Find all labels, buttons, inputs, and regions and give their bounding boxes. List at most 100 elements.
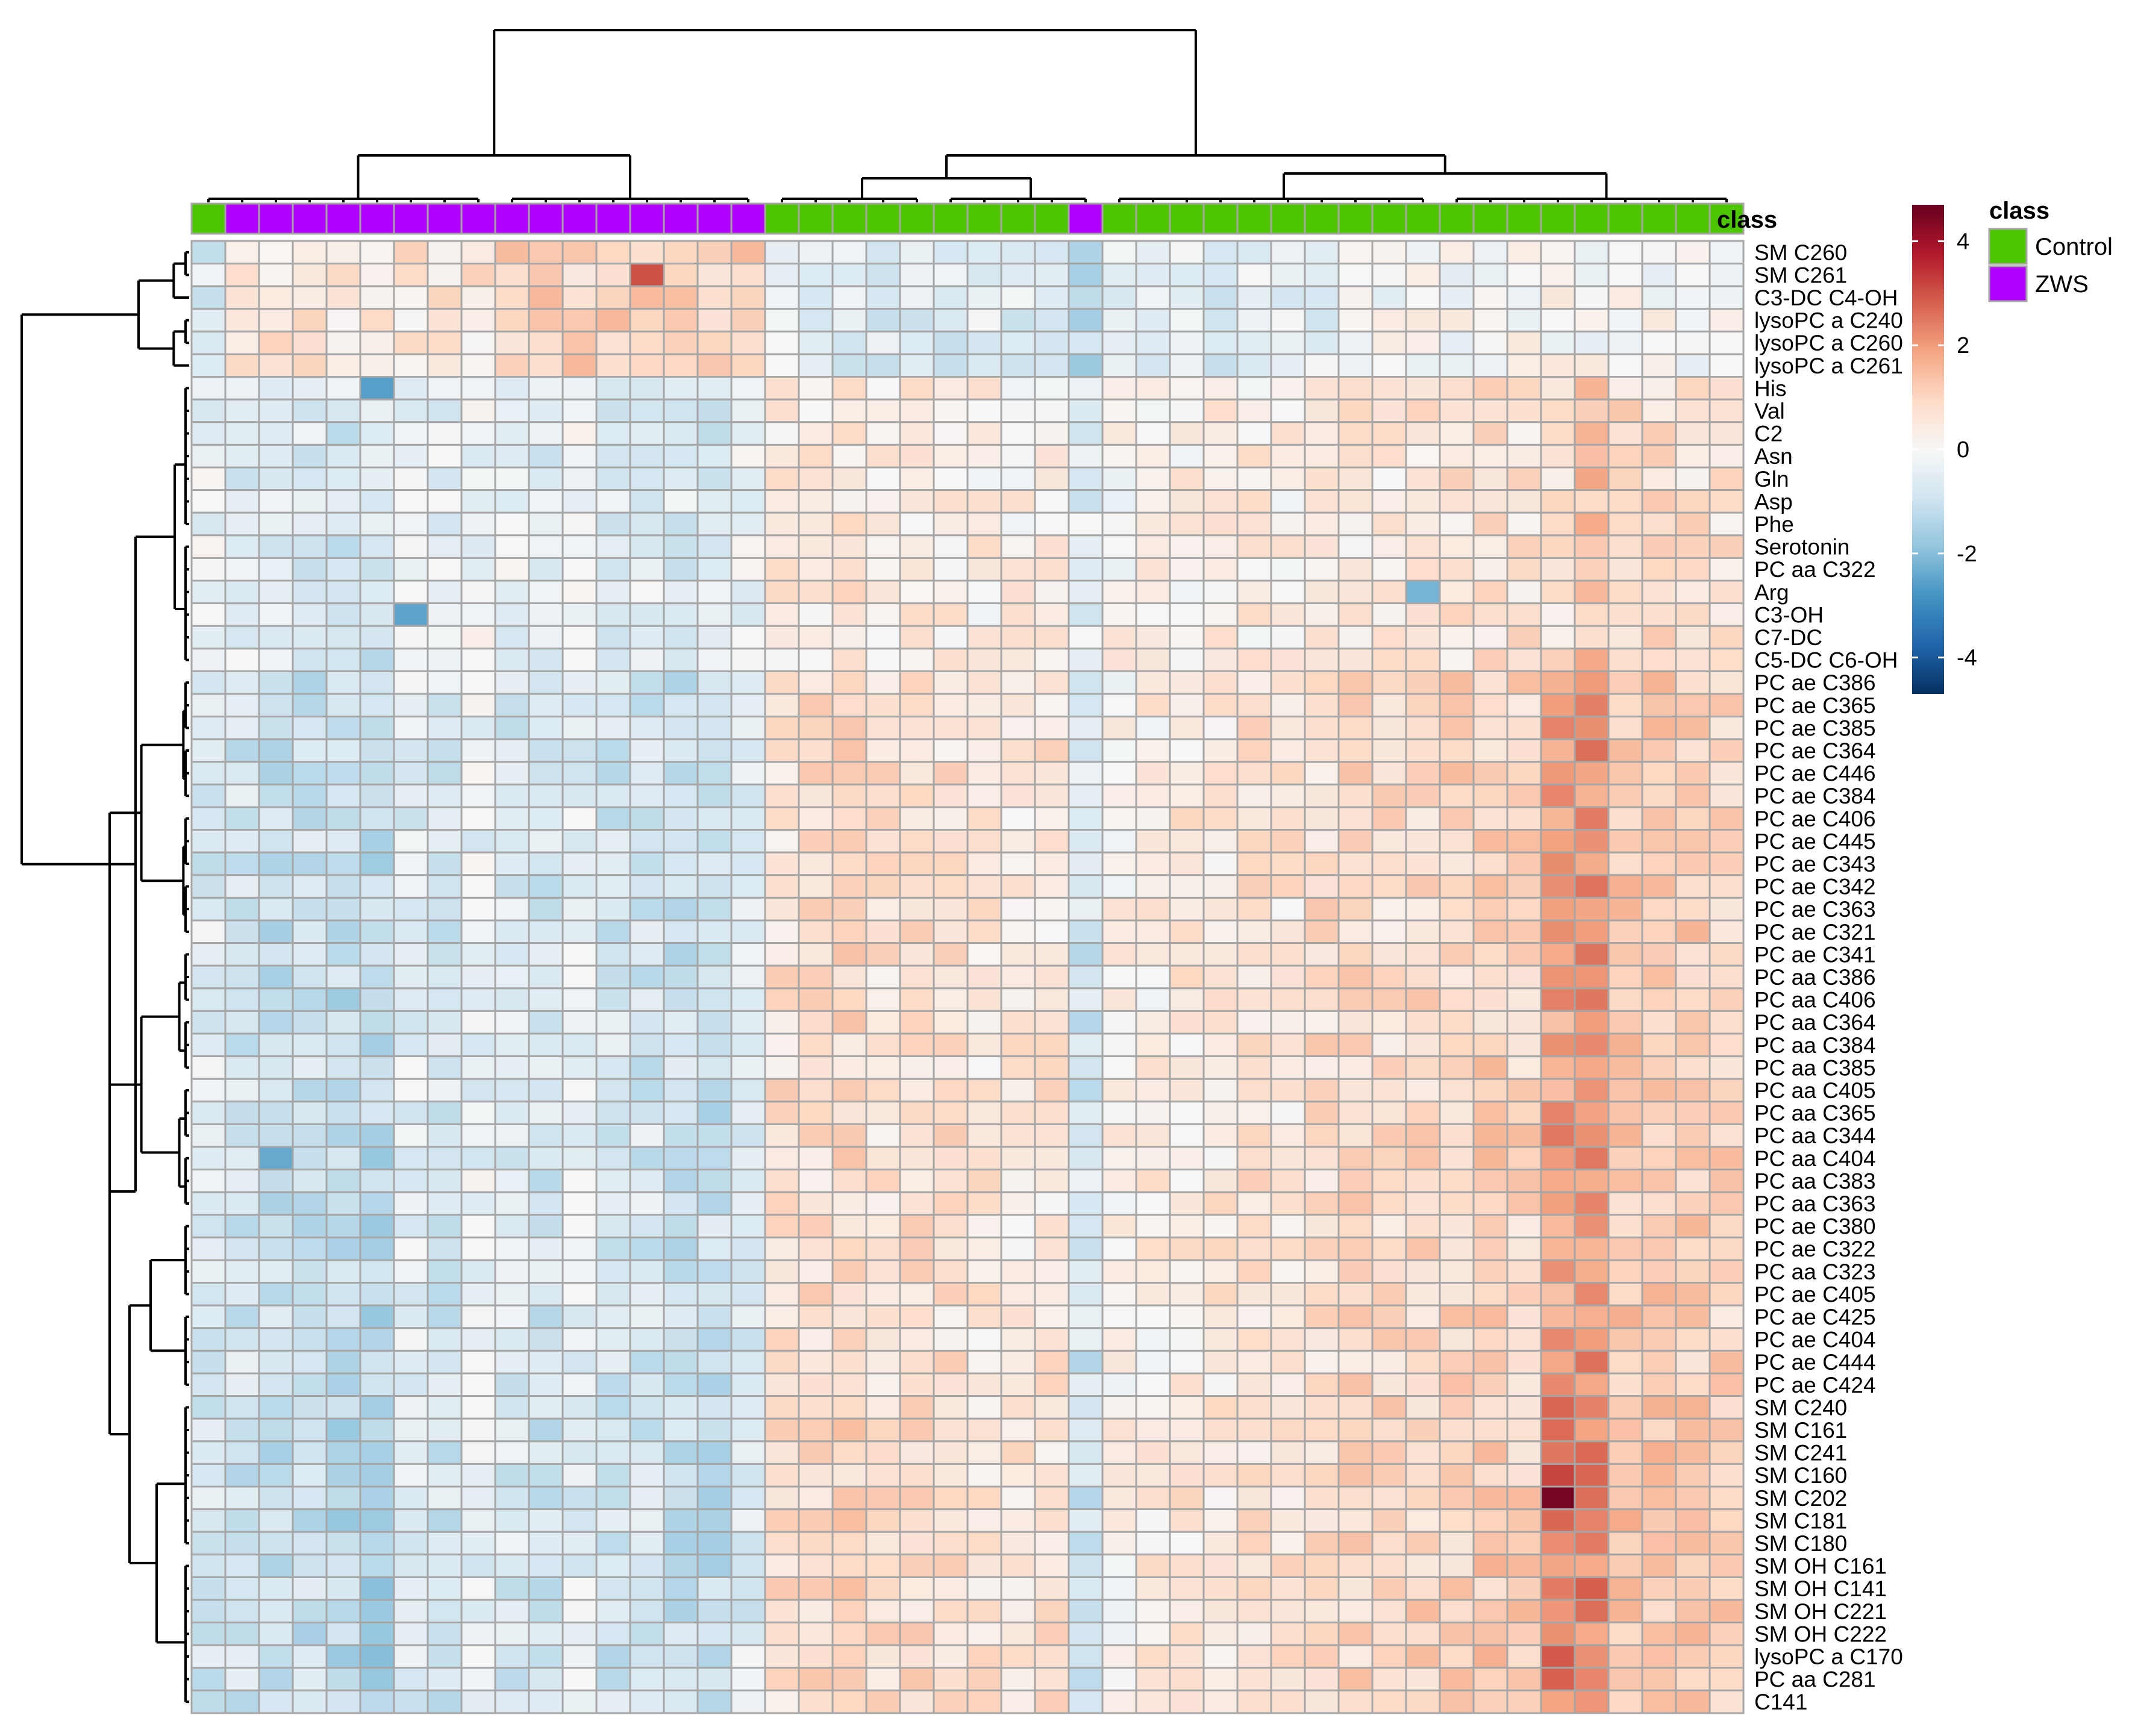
heatmap-cell [933,648,969,672]
heatmap-cell [899,1214,935,1238]
heatmap-cell [933,511,969,537]
heatmap-cell [292,1236,328,1261]
heatmap-cell [427,489,463,514]
heatmap-cell [325,1055,361,1080]
heatmap-cell [1641,1689,1677,1714]
heatmap-cell [460,1055,496,1080]
heatmap-cell [359,1599,395,1624]
heatmap-cell [1270,1576,1306,1601]
heatmap-cell [528,1259,564,1284]
heatmap-cell [1472,1440,1508,1465]
heatmap-cell [427,1599,463,1624]
heatmap-cell [764,1101,800,1125]
heatmap-cell [1472,1644,1508,1669]
heatmap-cell [561,1032,598,1058]
heatmap-cell [1708,511,1745,537]
heatmap-cell [663,534,699,559]
heatmap-cell [730,987,766,1012]
heatmap-cell [1034,1101,1070,1125]
heatmap-cell [258,761,294,785]
heatmap-cell [696,240,733,265]
heatmap-cell [1540,1010,1576,1035]
heatmap-cell [1135,353,1171,378]
heatmap-cell [1708,1259,1745,1284]
heatmap-cell [1000,1236,1036,1261]
heatmap-cell [831,1282,867,1307]
heatmap-cell [528,964,564,990]
heatmap-cell [1068,557,1104,582]
heatmap-cell [865,1169,901,1193]
heatmap-cell [460,1553,496,1578]
heatmap-cell [561,489,598,514]
heatmap-cell [1675,353,1711,378]
heatmap-cell [494,1032,530,1058]
heatmap-cell [460,1417,496,1443]
heatmap-cell [292,1259,328,1284]
heatmap-cell [1236,1304,1272,1329]
heatmap-cell [865,1599,901,1624]
heatmap-cell [1169,1304,1205,1329]
heatmap-cell [1270,1101,1306,1125]
heatmap-cell [1337,1214,1374,1238]
heatmap-cell [258,1010,294,1035]
heatmap-cell [899,557,935,582]
heatmap-cell [1135,987,1171,1012]
heatmap-cell [798,987,834,1012]
heatmap-cell [190,1622,227,1646]
heatmap-cell [1540,1599,1576,1624]
heatmap-cell [1506,761,1542,785]
heatmap-cell [595,964,631,990]
heatmap-cell [1708,1395,1745,1420]
heatmap-cell [696,557,733,582]
heatmap-cell [865,648,901,672]
heatmap-cell [1270,1440,1306,1465]
heatmap-cell [1708,648,1745,672]
heatmap-cell [1304,1576,1340,1601]
heatmap-cell [1708,942,1745,967]
heatmap-cell [224,1327,260,1352]
heatmap-cell [359,1417,395,1443]
heatmap-cell [325,1599,361,1624]
heatmap-cell [1405,1395,1441,1420]
heatmap-cell [1202,851,1239,876]
heatmap-cell [1607,1304,1643,1329]
heatmap-cell [966,1055,1002,1080]
heatmap-cell [224,1485,260,1511]
heatmap-cell [1202,1485,1239,1511]
heatmap-cell [1000,1395,1036,1420]
heatmap-cell [595,1123,631,1148]
heatmap-cell [1304,263,1340,287]
heatmap-cell [1304,851,1340,876]
heatmap-cell [190,919,227,944]
heatmap-cell [1068,421,1104,446]
heatmap-cell [1371,964,1407,990]
heatmap-cell [1270,1259,1306,1284]
heatmap-cell [1405,942,1441,967]
heatmap-cell [190,1689,227,1714]
heatmap-cell [1068,1622,1104,1646]
heatmap-cell [1708,1553,1745,1578]
heatmap-cell [1068,1146,1104,1171]
heatmap-cell [1607,851,1643,876]
heatmap-cell [1439,1576,1475,1601]
heatmap-cell [629,1078,665,1103]
heatmap-cell [460,466,496,492]
heatmap-cell [292,1191,328,1216]
heatmap-cell [1675,421,1711,446]
heatmap-cell [1135,670,1171,695]
annotation-cell [494,202,530,235]
heatmap-cell [629,1236,665,1261]
heatmap-cell [427,806,463,831]
heatmap-cell [427,783,463,808]
heatmap-cell [494,466,530,492]
heatmap-cell [393,1372,429,1397]
heatmap-cell [1574,1644,1610,1669]
heatmap-cell [427,1440,463,1465]
heatmap-cell [629,761,665,785]
heatmap-cell [1574,625,1610,650]
heatmap-cell [933,625,969,650]
heatmap-cell [595,1101,631,1125]
heatmap-cell [1270,874,1306,899]
heatmap-cell [798,1304,834,1329]
heatmap-cell [224,602,260,627]
